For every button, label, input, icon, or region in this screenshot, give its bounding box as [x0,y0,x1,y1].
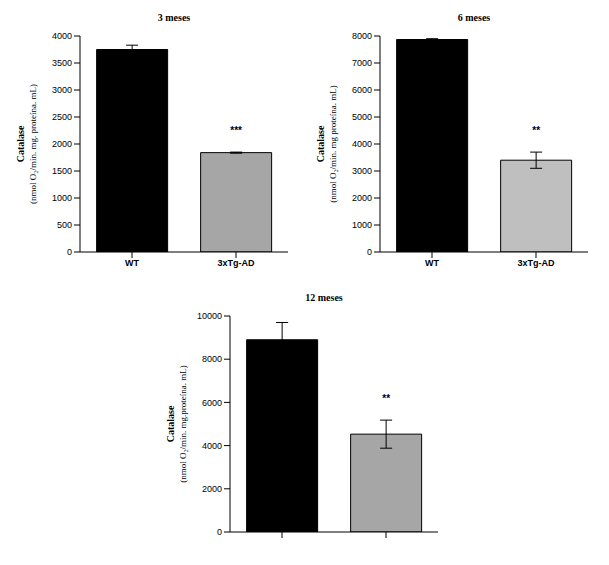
svg-text:2000: 2000 [202,484,222,494]
svg-text:3xTg-AD: 3xTg-AD [217,258,255,268]
svg-text:3000: 3000 [352,166,372,176]
svg-text:5000: 5000 [352,112,372,122]
html-text:3 meses: 3 meses [157,12,191,23]
svg-text:8000: 8000 [352,31,372,41]
svg-text:Catalase(nmol O₂/min. mg. prot: Catalase(nmol O₂/min. mg. proteína. mL) [15,84,38,204]
svg-text:3000: 3000 [52,85,72,95]
html-text:12 meses: 12 meses [305,292,343,303]
svg-text:4000: 4000 [52,31,72,41]
html-text:6 meses: 6 meses [457,12,491,23]
svg-text:4000: 4000 [202,441,222,451]
svg-text:3500: 3500 [52,58,72,68]
svg-text:0: 0 [217,527,222,537]
svg-text:500: 500 [57,220,72,230]
svg-text:2000: 2000 [352,193,372,203]
svg-text:1500: 1500 [52,166,72,176]
svg-text:8000: 8000 [202,354,222,364]
svg-text:WT: WT [425,258,439,268]
svg-text:10000: 10000 [197,311,222,321]
svg-text:**: ** [382,393,390,404]
svg-text:Catalase(nmol O₂/min. mg prote: Catalase(nmol O₂/min. mg proteína. mL) [315,85,338,203]
svg-text:6000: 6000 [202,398,222,408]
svg-text:2500: 2500 [52,112,72,122]
svg-text:1000: 1000 [352,220,372,230]
svg-text:0: 0 [367,247,372,257]
svg-text:Catalase(nmol O₂/min. mg.prote: Catalase(nmol O₂/min. mg.proteína. mL) [165,365,188,483]
svg-text:3xTg-AD: 3xTg-AD [517,258,555,268]
svg-text:**: ** [532,125,540,136]
svg-text:2000: 2000 [52,139,72,149]
svg-text:6000: 6000 [352,85,372,95]
svg-text:0: 0 [67,247,72,257]
svg-text:7000: 7000 [352,58,372,68]
svg-text:4000: 4000 [352,139,372,149]
svg-text:1000: 1000 [52,193,72,203]
svg-text:***: *** [230,125,242,136]
svg-text:WT: WT [125,258,139,268]
